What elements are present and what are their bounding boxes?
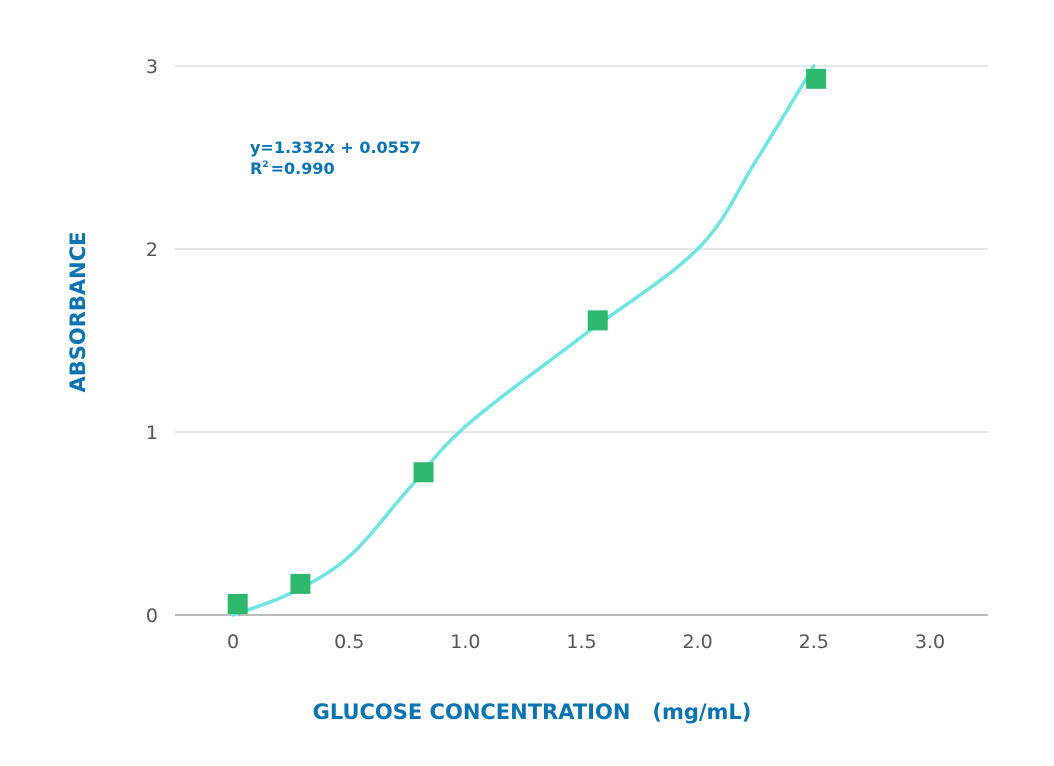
x-tick-label: 2.0 bbox=[683, 631, 713, 653]
data-point bbox=[806, 68, 827, 89]
equation-annotation: y=1.332x + 0.0557 bbox=[250, 138, 421, 157]
data-point bbox=[413, 462, 434, 483]
y-tick-label: 0 bbox=[146, 605, 158, 627]
x-tick-label: 1.5 bbox=[566, 631, 596, 653]
x-tick-label: 0 bbox=[227, 631, 239, 653]
point-layer bbox=[227, 68, 827, 615]
x-tick-label: 1.0 bbox=[450, 631, 480, 653]
y-tick-label: 1 bbox=[146, 422, 158, 444]
r-squared-annotation: R2 =0.990 bbox=[250, 159, 335, 178]
fit-curve bbox=[231, 64, 816, 617]
curve-layer bbox=[231, 64, 816, 617]
x-tick-label: 0.5 bbox=[334, 631, 364, 653]
r-squared-value: =0.990 bbox=[271, 159, 335, 178]
data-point bbox=[227, 594, 248, 615]
tick-layer: 0 1 2 3 0 0.5 1.0 1.5 2.0 2.5 3.0 bbox=[146, 56, 945, 653]
y-axis-title: ABSORBANCE bbox=[66, 232, 90, 393]
r-squared-superscript: 2 bbox=[262, 160, 268, 170]
x-axis-title: GLUCOSE CONCENTRATION (mg/mL) bbox=[313, 700, 752, 724]
data-point bbox=[587, 310, 608, 331]
y-tick-label: 2 bbox=[146, 239, 158, 261]
data-point bbox=[290, 573, 311, 594]
grid-layer bbox=[175, 65, 988, 433]
r-squared-prefix: R bbox=[250, 159, 262, 178]
x-tick-label: 2.5 bbox=[799, 631, 829, 653]
y-tick-label: 3 bbox=[146, 56, 158, 78]
x-tick-label: 3.0 bbox=[915, 631, 945, 653]
